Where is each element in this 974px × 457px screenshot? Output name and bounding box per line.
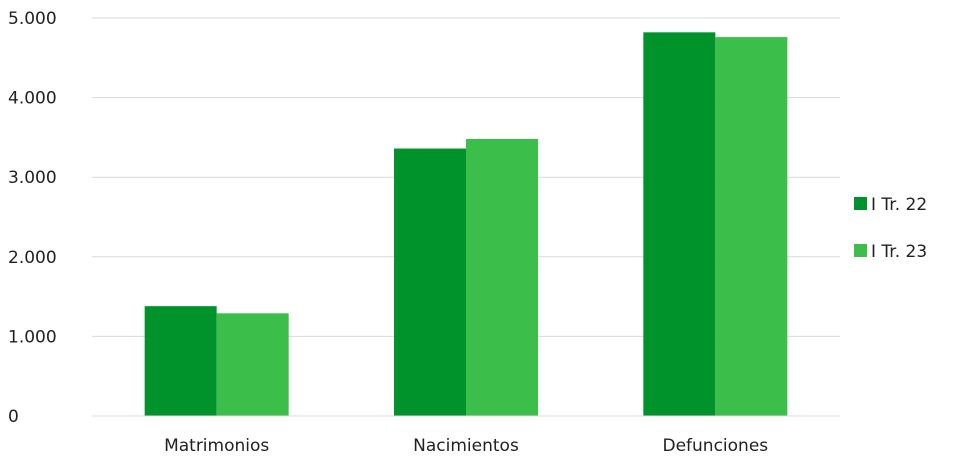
- y-tick-label: 4.000: [8, 89, 57, 109]
- bar-nacimientos-series-1: [394, 148, 466, 416]
- legend-swatch: [854, 244, 867, 257]
- y-tick-label: 3.000: [8, 168, 57, 188]
- y-axis-tick-labels: 0 1.000 2.000 3.000 4.000 5.000: [8, 9, 57, 427]
- category-label: Defunciones: [663, 436, 769, 456]
- y-tick-label: 5.000: [8, 9, 57, 29]
- legend-label: I Tr. 22: [871, 195, 927, 215]
- legend-swatch: [854, 197, 867, 210]
- y-tick-label: 0: [8, 407, 19, 427]
- bar-matrimonios-series-1: [144, 306, 217, 416]
- bars: [144, 32, 788, 416]
- bar-nacimientos-series-2: [466, 138, 538, 416]
- category-label: Nacimientos: [413, 436, 519, 456]
- bar-defunciones-series-1: [643, 32, 716, 416]
- legend: I Tr. 22 I Tr. 23: [854, 195, 927, 262]
- bar-defunciones-series-2: [715, 37, 788, 416]
- legend-label: I Tr. 23: [871, 242, 927, 262]
- bar-matrimonios-series-2: [216, 313, 289, 416]
- y-tick-label: 1.000: [8, 327, 57, 347]
- y-tick-label: 2.000: [8, 248, 57, 268]
- x-axis-category-labels: Matrimonios Nacimientos Defunciones: [164, 436, 768, 456]
- category-label: Matrimonios: [164, 436, 269, 456]
